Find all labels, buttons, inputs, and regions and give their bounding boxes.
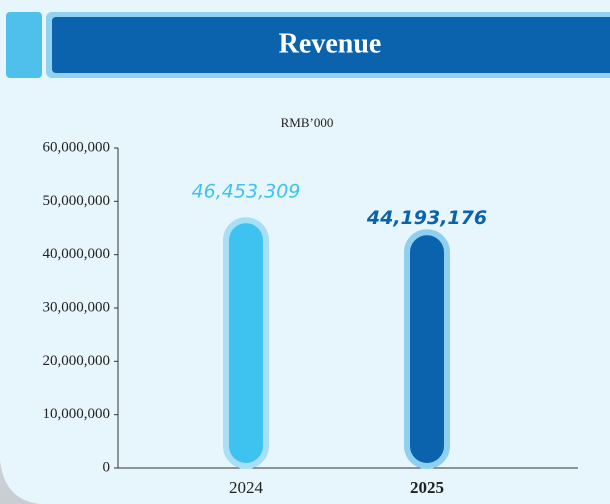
y-tick-label: 30,000,000: [43, 299, 111, 315]
y-tick-label: 50,000,000: [43, 193, 111, 209]
y-tick-label: 60,000,000: [43, 139, 111, 155]
value-label: 44,193,176: [366, 207, 487, 229]
x-tick-label: 2024: [229, 478, 264, 497]
value-label: 46,453,309: [192, 181, 301, 203]
chart-title: Revenue: [279, 28, 382, 59]
y-tick-label: 0: [103, 459, 111, 475]
x-tick-label: 2025: [410, 478, 444, 497]
header-accent: [6, 12, 42, 78]
bar: [223, 217, 269, 469]
y-tick-label: 40,000,000: [43, 246, 111, 262]
y-tick-label: 20,000,000: [43, 353, 111, 369]
header-banner: [52, 17, 610, 73]
bar: [404, 229, 450, 469]
y-tick-label: 10,000,000: [43, 406, 111, 422]
unit-label: RMB’000: [281, 115, 334, 130]
